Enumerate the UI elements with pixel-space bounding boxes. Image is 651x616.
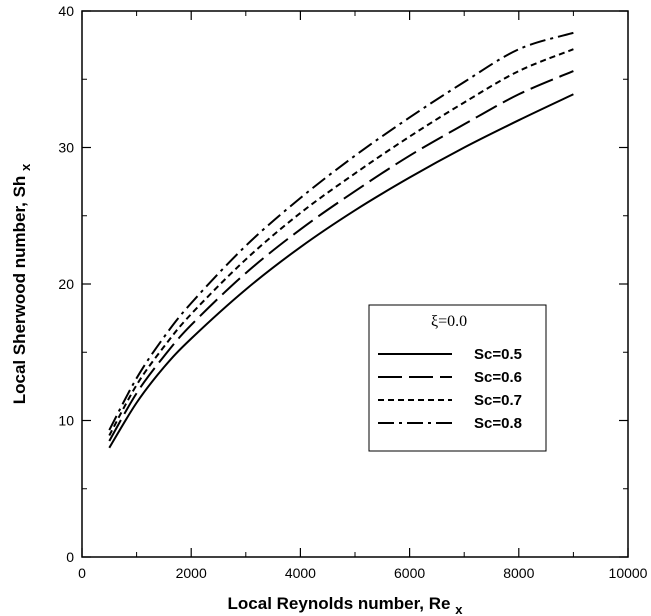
series-line-sc-0-8: [108, 31, 574, 431]
plot-frame: [81, 10, 629, 558]
y-axis-label: Local Sherwood number, Sh x: [10, 163, 33, 404]
x-axis-label-text: Local Reynolds number,: [228, 594, 425, 613]
y-tick-label: 10: [58, 413, 74, 429]
series-line-sc-0-5: [108, 93, 574, 449]
x-axis-label: Local Reynolds number, Re x: [228, 594, 464, 616]
legend-label: Sc=0.5: [474, 346, 522, 363]
legend: ξ=0.0 Sc=0.5 Sc=0.6 Sc=0.7 Sc=0.8: [368, 304, 547, 452]
legend-label: Sc=0.8: [474, 415, 522, 432]
x-tick-label: 2000: [176, 565, 207, 581]
y-tick-label: 20: [58, 276, 74, 292]
y-axis-label-symbol: Sh: [10, 176, 29, 198]
x-tick-label: 10000: [609, 565, 648, 581]
x-tick-label: 8000: [503, 565, 534, 581]
x-tick-label: 0: [78, 565, 86, 581]
x-axis-label-symbol: Re: [429, 594, 451, 613]
plot-area: [81, 10, 629, 558]
y-tick-label: 40: [58, 3, 74, 19]
legend-title: ξ=0.0: [431, 313, 467, 330]
series-line-sc-0-7: [108, 48, 574, 436]
y-tick-label: 0: [66, 549, 74, 565]
series-lines: [108, 31, 574, 449]
legend-entries: Sc=0.5 Sc=0.6 Sc=0.7 Sc=0.8: [378, 346, 522, 432]
y-axis-label-text: Local Sherwood number,: [10, 202, 29, 404]
x-tick-label: 4000: [285, 565, 316, 581]
axis-ticks: 0 2000 4000 6000 8000 10000 0 10 20 30 40: [58, 3, 647, 581]
x-axis-label-subscript: x: [455, 602, 463, 616]
y-axis-label-subscript: x: [18, 163, 33, 171]
y-tick-label: 30: [58, 140, 74, 156]
series-line-sc-0-6: [108, 70, 574, 442]
x-tick-label: 6000: [394, 565, 425, 581]
legend-label: Sc=0.6: [474, 369, 522, 386]
legend-label: Sc=0.7: [474, 392, 522, 409]
